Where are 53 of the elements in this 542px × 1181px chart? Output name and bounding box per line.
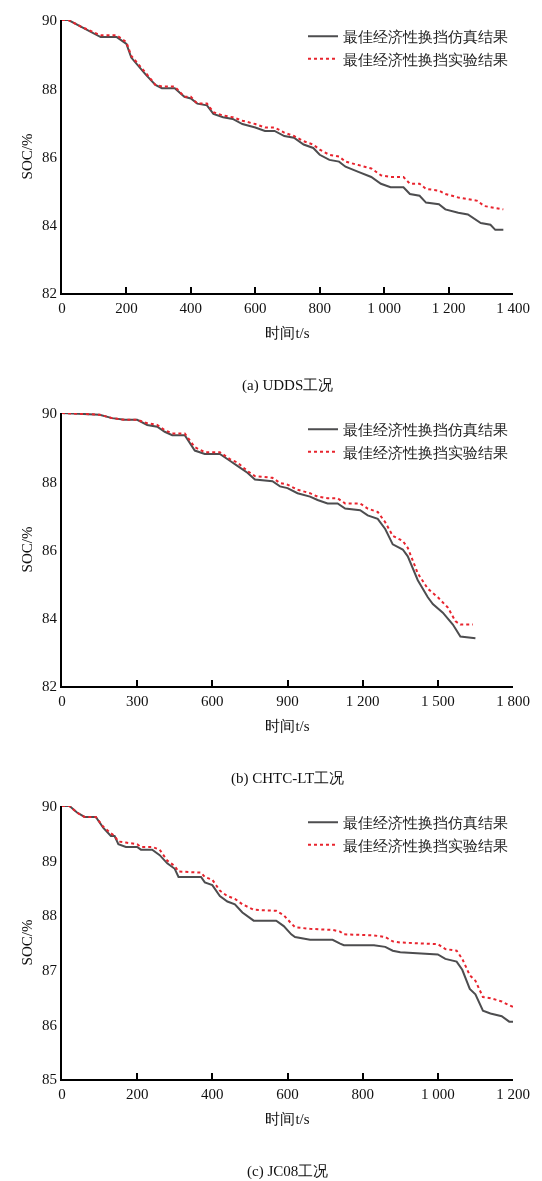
x-tick-label: 200 [115,300,138,316]
x-tick-label: 400 [201,1086,224,1102]
legend-label: 最佳经济性换挡仿真结果 [343,421,508,440]
y-tick-label: 84 [42,217,58,233]
x-tick-label: 800 [308,300,331,316]
x-tick-label: 300 [125,693,149,709]
x-tick-label: 900 [276,693,299,709]
legend-label: 最佳经济性换挡实验结果 [343,836,508,855]
legend-label: 最佳经济性换挡实验结果 [343,443,508,462]
y-tick-label: 86 [42,1016,58,1033]
y-tick-label: 89 [42,852,57,869]
y-tick-label: 88 [42,907,57,924]
x-tick-label: 800 [351,1086,374,1102]
y-tick-label: 88 [42,80,57,97]
y-tick-label: 85 [42,1071,57,1088]
y-tick-label: 88 [42,473,57,490]
y-tick-label: 84 [42,610,58,626]
x-tick-label: 200 [125,1086,149,1102]
y-tick-label: 82 [42,285,57,302]
x-tick-label: 1 500 [420,693,455,709]
x-tick-label: 1 000 [420,1086,455,1102]
x-tick-label: 1 000 [367,300,402,316]
legend-label: 最佳经济性换挡仿真结果 [343,814,508,833]
x-tick-label: 600 [201,693,224,709]
y-tick-label: 90 [42,12,57,29]
x-tick-label: 400 [179,300,203,316]
y-tick-label: 90 [42,405,57,422]
x-tick-label: 0 [58,300,66,316]
y-axis-title: SOC/% [18,133,35,180]
x-tick-label: 0 [58,693,66,709]
x-tick-label: 600 [276,1086,299,1102]
text: (a) UDDS工况 [242,377,334,394]
x-tick-label: 1 400 [496,300,530,316]
text: (b) CHTC-LT工况 [231,770,345,787]
y-axis-title: SOC/% [18,526,35,573]
x-axis-title: 时间t/s [265,324,310,341]
x-tick-label: 0 [58,1086,66,1102]
legend-label: 最佳经济性换挡实验结果 [343,50,508,69]
y-tick-label: 82 [42,678,57,695]
x-tick-label: 600 [244,300,267,316]
y-tick-label: 87 [42,962,58,979]
y-tick-label: 86 [42,148,58,165]
x-tick-label: 1 200 [345,693,380,709]
x-axis-title: 时间t/s [265,717,310,734]
y-tick-label: 86 [42,541,58,558]
text: (c) JC08工况 [247,1163,329,1180]
legend-label: 最佳经济性换挡仿真结果 [343,28,508,47]
x-tick-label: 1 200 [431,300,466,316]
x-tick-label: 1 200 [496,1086,530,1102]
x-axis-title: 时间t/s [265,1110,310,1127]
y-axis-title: SOC/% [18,919,35,966]
y-tick-label: 90 [42,798,57,815]
x-tick-label: 1 800 [496,693,530,709]
